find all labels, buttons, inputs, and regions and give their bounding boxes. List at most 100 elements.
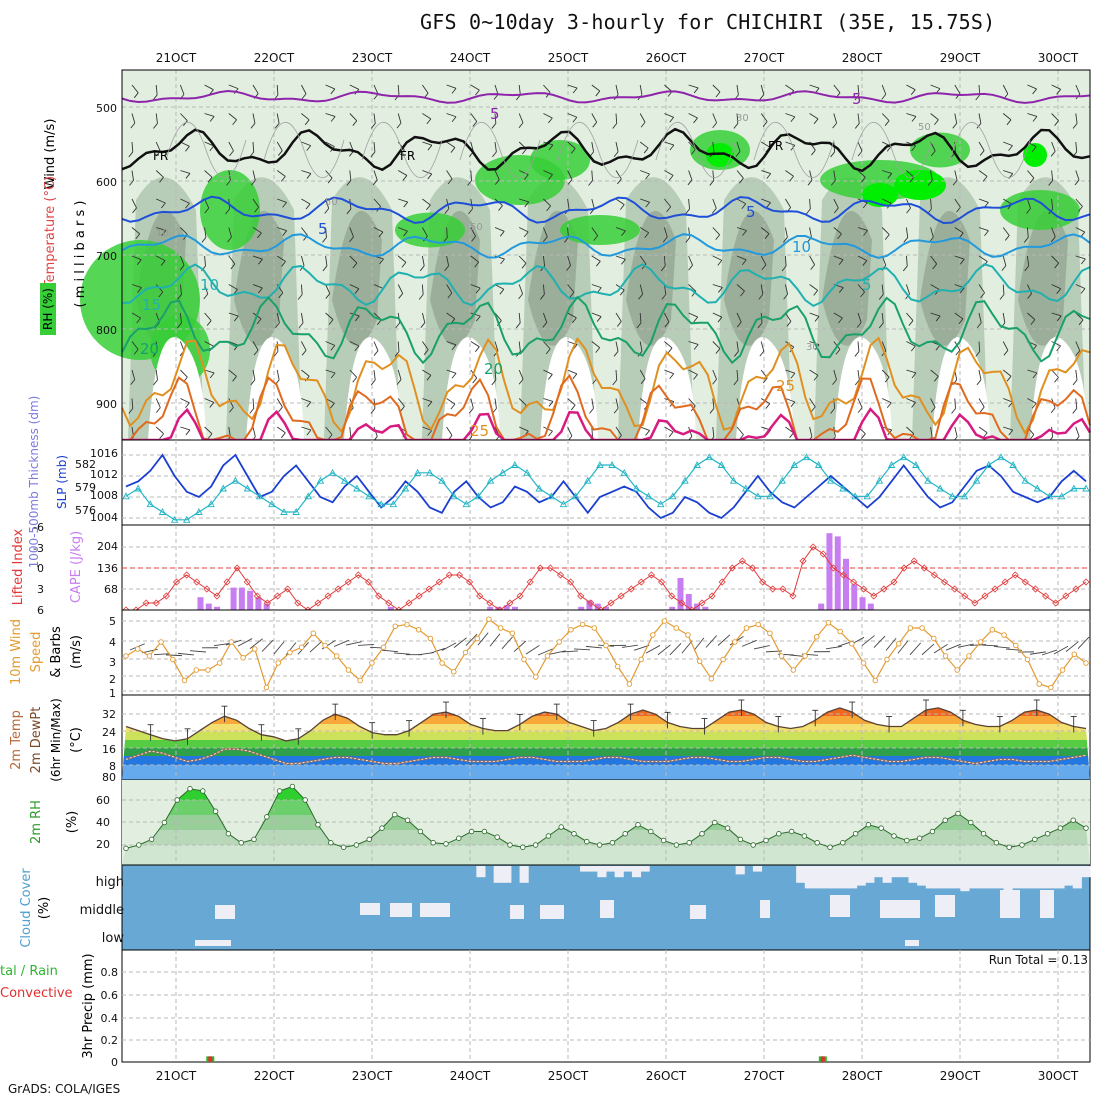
wind-barb-shaft [1002,227,1010,236]
wind-barb-flag [734,351,739,357]
cape-tick-136: 136 [97,562,118,575]
rh-marker [302,797,308,803]
cloud-high-cell [951,866,961,889]
wind-barb-shaft [567,198,570,209]
wind-speed-marker [825,620,832,626]
wind-barb-shaft [785,84,794,91]
surface-barb [921,643,935,656]
thickness-marker [899,453,908,461]
contour-label-19: 50 [918,122,931,133]
wind-speed-marker [134,646,141,652]
wind-barb-shaft [300,312,304,323]
lifted-index-marker [152,599,160,607]
wind-barb-flag [1050,151,1056,157]
rh-tick-60: 60 [96,794,110,807]
surface-barb [177,652,194,656]
wind-barb-shaft [785,312,792,322]
wind-barb-flag [354,345,360,352]
wind-barb-shaft [905,255,908,267]
wind-barb-shaft [252,426,256,437]
wind-barb-flag [349,151,354,157]
rh-marker [520,844,526,850]
wind-barb-flag [474,261,480,268]
surface-barb [693,637,705,651]
wind-barb-shaft [833,198,839,209]
wind-barb-shaft [785,141,795,146]
surface-barb [429,647,446,654]
wind-speed-marker [696,658,703,665]
ylabel-temperature: Temperature (°C) [43,176,58,289]
wind-barb-flag [152,351,158,357]
bottom-tick-26oct: 26OCT [646,1069,687,1083]
wind-barb-shaft [954,398,956,409]
upper-wind-barbs [128,84,1086,443]
wind-barb-flag [596,316,602,322]
wind-barb-shaft [736,369,739,381]
wind-barb-flag [426,375,432,381]
rh-grid [122,780,1090,865]
wind-barb-flag [207,433,213,440]
wind-barb-shaft [1075,227,1085,233]
wind-barb-flag [854,123,860,129]
thickness-marker [875,476,884,484]
surface-barb [573,648,591,651]
wind-barb-shaft [978,369,982,380]
contour-label-1: 5 [490,105,500,123]
lifted-index-marker [324,592,332,600]
wind-barb-shaft [567,369,578,375]
wind-barb-flag [523,174,529,180]
wind-barb-flag [740,290,745,297]
cloud-high-cell [588,866,598,872]
wind-speed-marker [1024,656,1031,663]
rh-bright-blob [1023,143,1047,167]
wind-barb-shaft [397,398,405,407]
cloud-level-middle: middle [80,903,124,918]
wind-barb-flag [742,230,747,236]
thickness-marker [146,500,155,508]
wind-barb-shaft [301,170,312,175]
wind-barb-shaft [930,426,933,437]
wind-barb-shaft [397,113,402,124]
wind-barb-flag [976,123,982,129]
temp-contour-10 [121,233,1091,259]
lifted-index-marker [263,599,272,607]
wind-barb-flag [467,180,472,186]
cloud-high-cell [519,866,529,883]
wind-barb-shaft [543,369,553,375]
wind-barb-shaft [761,170,771,175]
cloud-high-cell [994,866,1005,889]
wind-barb-shaft [276,113,280,124]
wind-barb-flag [523,231,529,238]
thickness-marker [790,461,799,468]
wind-barb-flag [232,119,237,126]
wind-barb-flag [619,204,625,210]
wind-barb-shaft [470,341,480,348]
slp-series [122,453,1090,523]
cape-bar [685,594,692,610]
wind-barb-shaft [276,255,286,262]
wind-barb-shaft [736,312,742,323]
wind-barb-shaft [1051,113,1059,121]
temp-band [122,732,1090,740]
wind-barb-flag [132,207,137,214]
wind-barb-shaft [736,198,747,205]
wind-barb-shaft [663,312,670,323]
cloud-high-cell [908,866,918,883]
surface-barb [213,642,230,647]
wind-barb-shaft [1026,227,1029,238]
wind-barb-shaft [1075,369,1078,380]
wind-barb-flag [910,89,916,95]
thickness-marker [681,476,689,484]
wind-speed-marker [1036,681,1042,687]
wind-barb-flag [645,430,650,436]
lifted-index-marker [1042,592,1050,600]
wind-barb-shaft [857,170,866,178]
wind-barb-shaft [252,141,255,153]
wind-barb-flag [418,294,424,300]
wind-barb-shaft [1027,84,1037,90]
thickness-marker [741,484,750,492]
thickness-marker [486,476,495,484]
wind-barb-shaft [1051,255,1059,264]
cloud-high-cell [917,866,927,886]
rh-marker [238,840,244,846]
